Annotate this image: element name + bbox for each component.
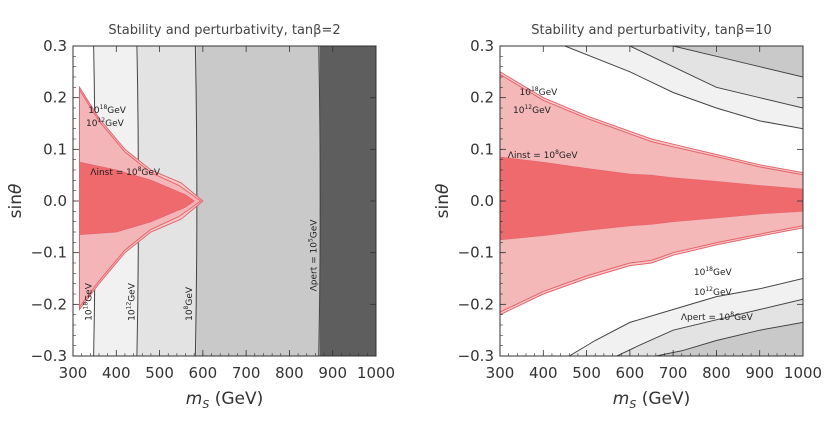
left-contour-label: 1012GeV	[86, 117, 125, 129]
right-ytick-label: 0.0	[470, 192, 494, 210]
right-contour-label: Λinst = 108GeV	[508, 149, 579, 161]
right-contour-label: 1018GeV	[520, 86, 559, 98]
right-ytick-label: −0.3	[458, 347, 494, 365]
right-xtick-label: 400	[529, 364, 558, 382]
right-ytick-label: −0.1	[458, 244, 494, 262]
right-ytick-label: 0.1	[470, 140, 494, 158]
left-ytick-label: −0.3	[31, 347, 67, 365]
left-ylabel: sinθ	[6, 183, 26, 218]
left-contour-label: 108GeV	[183, 286, 195, 321]
right-title: Stability and perturbativity, tanβ=10	[531, 23, 772, 38]
left-stability-8	[79, 161, 195, 236]
left-contour-label: 1018GeV	[88, 104, 127, 116]
left-pert-band	[196, 46, 320, 356]
right-xtick-label: 500	[572, 364, 601, 382]
left-contour-label: Λpert = 105GeV	[308, 219, 320, 292]
left-ytick-label: −0.1	[31, 244, 67, 262]
right-xtick-label: 700	[659, 364, 688, 382]
right-contour-label: 1012GeV	[694, 286, 733, 298]
right-ytick-label: 0.2	[470, 89, 494, 107]
left-ytick-label: 0.0	[43, 192, 67, 210]
right-contour-label: Λpert = 108GeV	[681, 311, 754, 323]
right-pert-upper-contour	[500, 46, 803, 78]
right-contour-label: 1018GeV	[694, 266, 733, 278]
right-pert-upper-contour	[500, 46, 803, 130]
left-xtick-label: 600	[189, 364, 218, 382]
right-xtick-label: 900	[745, 364, 774, 382]
right-xtick-label: 300	[486, 364, 515, 382]
left-pert-band	[319, 46, 376, 356]
right-contour-label: 1012GeV	[513, 104, 552, 116]
left-ytick-label: −0.2	[31, 295, 67, 313]
left-xtick-label: 1000	[357, 364, 395, 382]
right-plot-area: 1018GeV 1012GeV Λinst = 108GeV 1018GeV 1012G…	[500, 46, 803, 356]
left-xtick-label: 300	[59, 364, 88, 382]
left-contour-label: Λinst = 108GeV	[90, 166, 161, 178]
left-ytick-label: 0.3	[43, 37, 67, 55]
left-ytick-label: 0.2	[43, 89, 67, 107]
right-pert-upper	[500, 46, 803, 77]
right-ytick-label: −0.2	[458, 295, 494, 313]
left-xlabel: mS (GeV)	[186, 389, 263, 411]
right-pert-lower-contour	[569, 278, 803, 356]
left-title: Stability and perturbativity, tanβ=2	[108, 23, 340, 38]
right-ylabel: sinθ	[433, 183, 453, 218]
left-xtick-label: 800	[275, 364, 304, 382]
right-xlabel: mS (GeV)	[613, 389, 690, 411]
right-xtick-label: 1000	[784, 364, 822, 382]
left-xtick-label: 500	[145, 364, 174, 382]
right-pert-upper-contour	[500, 46, 803, 109]
left-xtick-label: 900	[318, 364, 347, 382]
left-contour-label: 1018GeV	[83, 282, 95, 321]
left-xtick-label: 700	[232, 364, 261, 382]
left-ytick-label: 0.1	[43, 140, 67, 158]
right-panel: 1018GeV 1012GeV Λinst = 108GeV 1018GeV 1012G…	[433, 23, 822, 411]
left-xtick-label: 400	[102, 364, 131, 382]
right-ytick-label: 0.3	[470, 37, 494, 55]
right-stability-band	[500, 156, 803, 241]
right-xtick-label: 800	[702, 364, 731, 382]
right-pert-lower-contour	[616, 298, 803, 356]
right-xtick-label: 600	[616, 364, 645, 382]
left-contour-label: 1012GeV	[126, 282, 138, 321]
right-pert-upper	[500, 46, 803, 108]
left-pert-contour	[318, 46, 321, 356]
